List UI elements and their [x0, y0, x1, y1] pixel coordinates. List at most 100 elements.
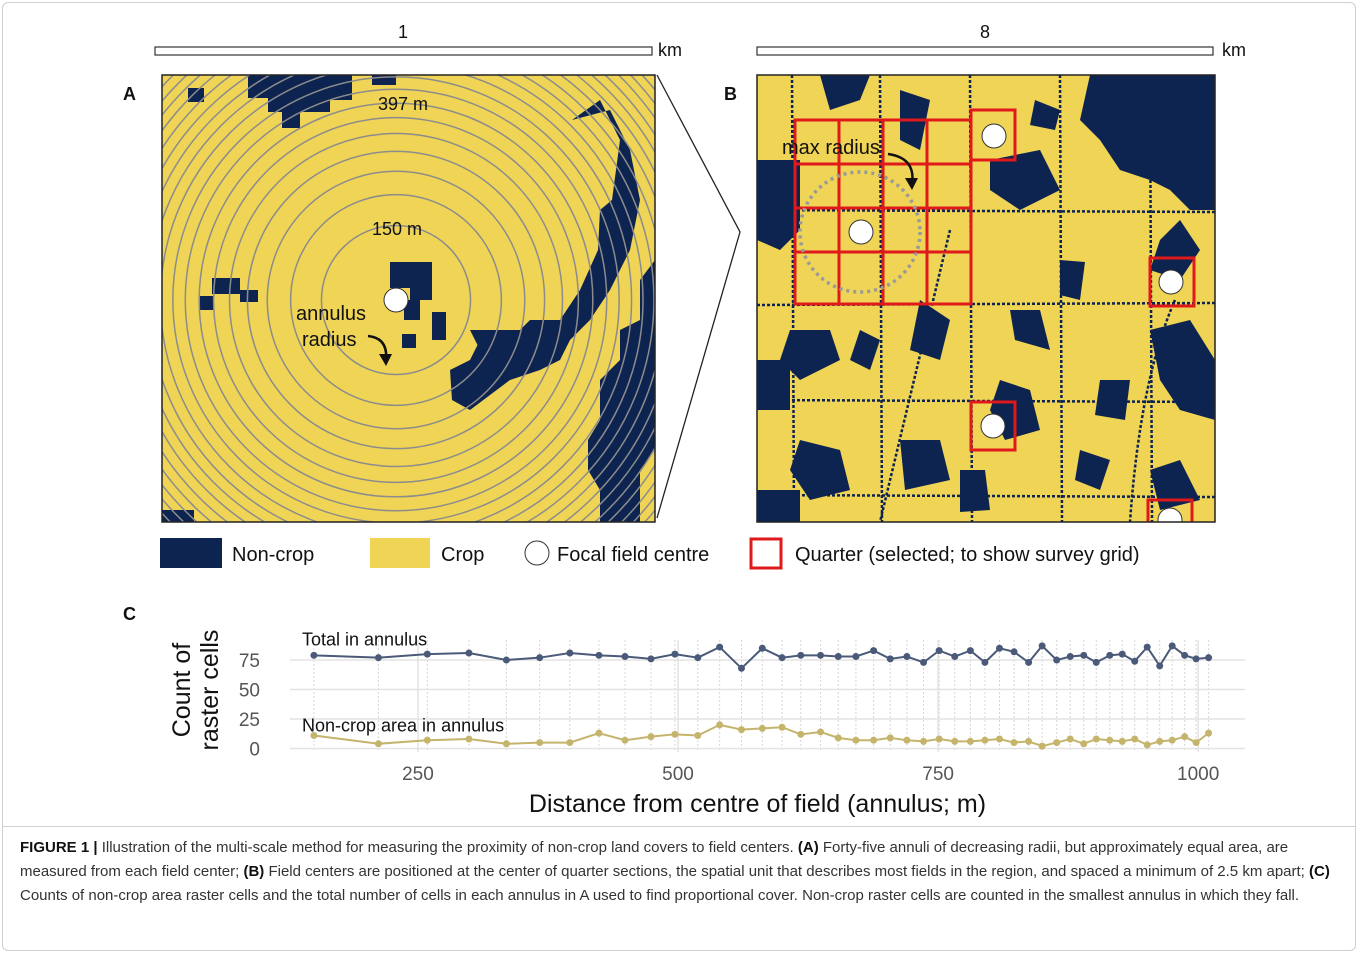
- scale-unit: km: [1222, 40, 1246, 60]
- data-point: [1053, 739, 1060, 746]
- data-point: [1169, 642, 1176, 649]
- legend-label: Quarter (selected; to show survey grid): [795, 544, 1140, 566]
- legend-swatch: [751, 539, 781, 568]
- caption-text: (A): [798, 839, 819, 856]
- data-point: [1025, 738, 1032, 745]
- data-point: [424, 651, 431, 658]
- data-point: [694, 732, 701, 739]
- data-point: [671, 731, 678, 738]
- data-point: [621, 737, 628, 744]
- data-point: [465, 649, 472, 656]
- data-point: [1144, 644, 1151, 651]
- data-point: [797, 652, 804, 659]
- x-tick-label: 500: [662, 764, 694, 785]
- data-point: [503, 657, 510, 664]
- data-point: [1039, 743, 1046, 750]
- legend-label: Focal field centre: [557, 544, 709, 566]
- data-point: [716, 644, 723, 651]
- data-point: [375, 654, 382, 661]
- ring-label: 150 m: [372, 219, 422, 239]
- y-tick-label: 50: [239, 681, 260, 702]
- data-point: [566, 739, 573, 746]
- data-point: [738, 726, 745, 733]
- data-point: [1106, 737, 1113, 744]
- panel-label: A: [123, 84, 136, 104]
- data-point: [310, 652, 317, 659]
- data-point: [996, 736, 1003, 743]
- data-point: [903, 737, 910, 744]
- series-label: Total in annulus: [302, 630, 427, 650]
- data-point: [566, 649, 573, 656]
- data-point: [1131, 658, 1138, 665]
- y-axis-title: raster cells: [196, 630, 224, 751]
- data-point: [1080, 740, 1087, 747]
- legend-label: Crop: [441, 544, 484, 566]
- data-point: [1093, 736, 1100, 743]
- y-axis-title: Count of: [168, 643, 196, 738]
- data-point: [1205, 730, 1212, 737]
- page: {"scale_a": {"value": "1", "unit": "km"}…: [0, 0, 1360, 955]
- data-point: [887, 734, 894, 741]
- data-point: [779, 654, 786, 661]
- data-point: [951, 738, 958, 745]
- caption-text: Counts of non-crop area raster cells and…: [20, 887, 1299, 904]
- data-point: [967, 738, 974, 745]
- panel-label: B: [724, 84, 737, 104]
- data-point: [1039, 642, 1046, 649]
- data-point: [1025, 659, 1032, 666]
- data-point: [817, 652, 824, 659]
- data-point: [835, 734, 842, 741]
- caption-text: FIGURE 1 |: [20, 839, 102, 856]
- data-point: [981, 659, 988, 666]
- data-point: [738, 665, 745, 672]
- caption-text: Illustration of the multi-scale method f…: [102, 839, 798, 856]
- data-point: [536, 739, 543, 746]
- y-tick-label: 0: [249, 739, 260, 760]
- data-point: [1193, 655, 1200, 662]
- data-point: [852, 737, 859, 744]
- data-point: [759, 725, 766, 732]
- separator: [2, 826, 1356, 827]
- data-point: [621, 653, 628, 660]
- data-point: [903, 653, 910, 660]
- scale-value: 8: [980, 22, 990, 42]
- data-point: [424, 737, 431, 744]
- x-tick-label: 250: [402, 764, 434, 785]
- data-point: [870, 647, 877, 654]
- data-point: [797, 731, 804, 738]
- data-point: [1156, 662, 1163, 669]
- data-point: [595, 730, 602, 737]
- data-point: [1011, 648, 1018, 655]
- data-point: [852, 653, 859, 660]
- data-point: [503, 740, 510, 747]
- legend-label: Non-crop: [232, 544, 314, 566]
- x-tick-label: 750: [922, 764, 954, 785]
- data-point: [779, 724, 786, 731]
- scale-bar: [757, 47, 1213, 55]
- data-point: [936, 736, 943, 743]
- annotation: radius: [302, 329, 356, 351]
- series-label: Non-crop area in annulus: [302, 716, 504, 736]
- x-tick-label: 1000: [1177, 764, 1219, 785]
- data-point: [1067, 653, 1074, 660]
- y-tick-label: 75: [239, 651, 260, 672]
- data-point: [967, 647, 974, 654]
- data-point: [1181, 733, 1188, 740]
- data-point: [536, 654, 543, 661]
- data-point: [1156, 738, 1163, 745]
- annotation: annulus: [296, 303, 366, 325]
- data-point: [920, 659, 927, 666]
- data-point: [981, 737, 988, 744]
- caption-text: (C): [1309, 863, 1330, 880]
- caption-text: (B): [243, 863, 264, 880]
- data-point: [936, 647, 943, 654]
- data-point: [759, 645, 766, 652]
- data-point: [1131, 736, 1138, 743]
- data-point: [1053, 657, 1060, 664]
- panel-label: C: [123, 604, 136, 624]
- scale-value: 1: [398, 22, 408, 42]
- data-point: [1193, 739, 1200, 746]
- data-point: [694, 654, 701, 661]
- data-point: [870, 737, 877, 744]
